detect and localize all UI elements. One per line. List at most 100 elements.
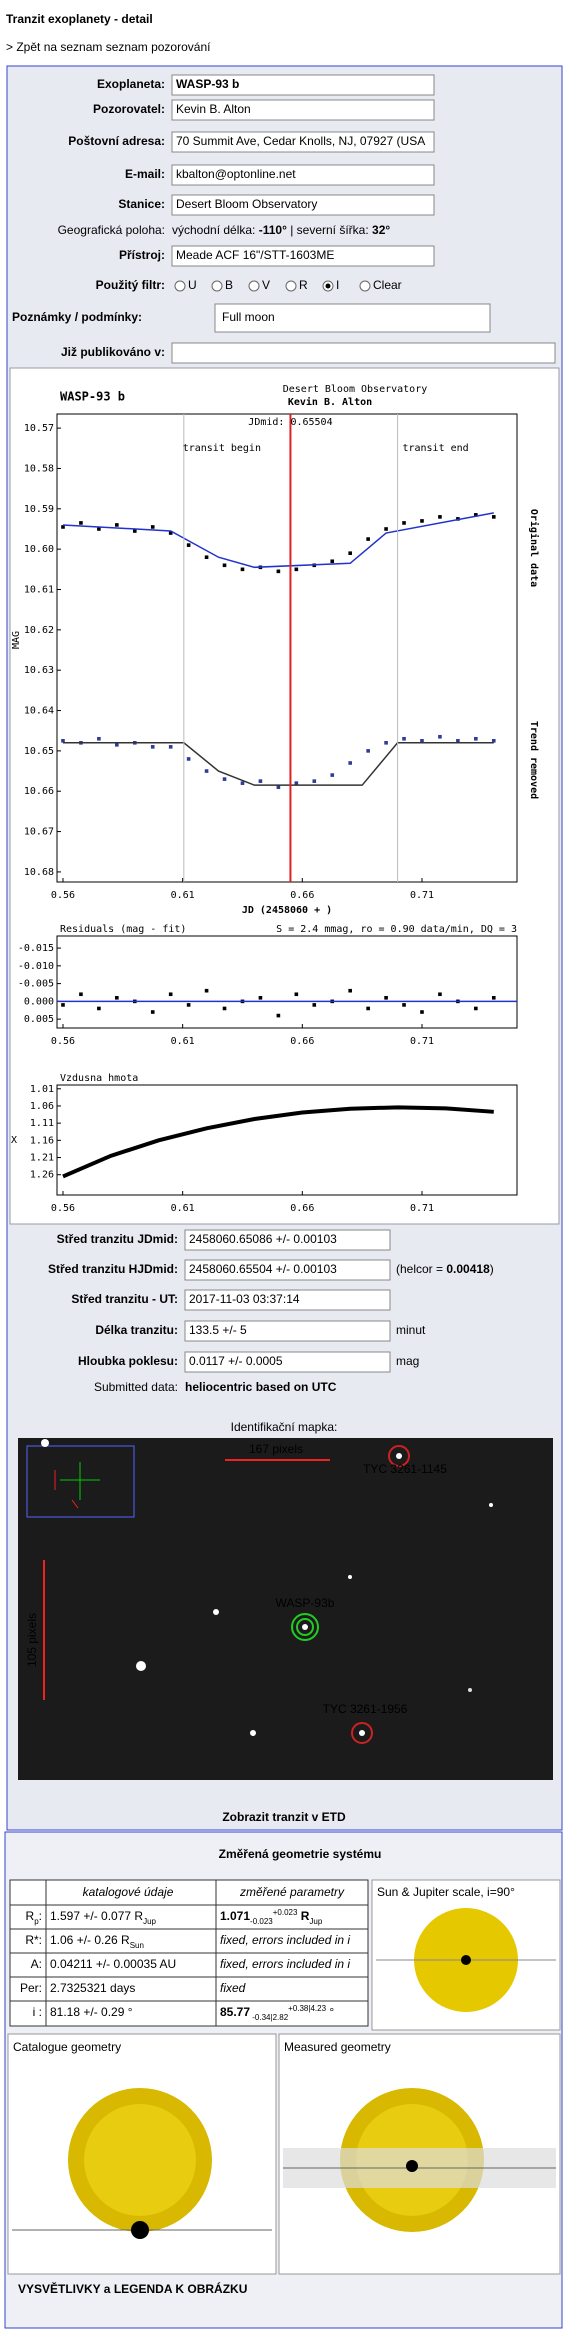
rich-text: A: bbox=[31, 1957, 42, 1971]
result-value: 2017-11-03 03:37:14 bbox=[189, 1292, 300, 1306]
star bbox=[468, 1688, 472, 1692]
radio-label: U bbox=[188, 278, 197, 292]
text-segment: 81.18 +/- 0.29 ° bbox=[50, 2005, 133, 2019]
legend-label: Original data bbox=[528, 509, 540, 587]
input-box[interactable] bbox=[171, 74, 435, 96]
data-point bbox=[438, 515, 442, 519]
input-box[interactable] bbox=[171, 131, 435, 153]
radio[interactable] bbox=[285, 280, 297, 292]
table-header: katalogové údaje bbox=[83, 1885, 174, 1899]
y-tick-label: -0.010 bbox=[18, 961, 54, 972]
model-line bbox=[62, 512, 494, 569]
radio[interactable] bbox=[359, 280, 371, 292]
radio[interactable] bbox=[211, 280, 223, 292]
result-value: 0.0117 +/- 0.0005 bbox=[189, 1354, 283, 1368]
y-tick-label: 10.60 bbox=[24, 544, 54, 555]
y-axis-label: MAG bbox=[11, 631, 22, 649]
x-tick-label: 0.66 bbox=[290, 1203, 314, 1214]
text-segment: p bbox=[34, 1917, 39, 1926]
data-point bbox=[132, 529, 137, 533]
data-point bbox=[366, 1006, 370, 1011]
y-tick-label: 10.63 bbox=[24, 665, 54, 676]
target-marker bbox=[296, 1618, 314, 1636]
legend-link[interactable]: VYSVĚTLIVKY a LEGENDA K OBRÁZKU bbox=[18, 2281, 247, 2296]
back-link[interactable]: > Zpět na seznam seznam pozorování bbox=[6, 40, 211, 54]
x-tick-label: 0.61 bbox=[171, 1036, 195, 1047]
input-box[interactable] bbox=[184, 1259, 391, 1281]
text-segment: východní délka: bbox=[172, 223, 259, 237]
etd-link[interactable]: Zobrazit tranzit v ETD bbox=[222, 1810, 346, 1824]
data-point bbox=[97, 527, 101, 531]
planet-dot bbox=[406, 2160, 418, 2172]
result-label: Střed tranzitu JDmid: bbox=[57, 1232, 178, 1246]
target-marker bbox=[291, 1613, 319, 1641]
star bbox=[213, 1609, 219, 1615]
input-box[interactable] bbox=[171, 164, 435, 186]
input-box[interactable] bbox=[171, 99, 435, 121]
data-point bbox=[474, 513, 478, 517]
section-title: Změřená geometrie systému bbox=[219, 1847, 382, 1861]
input-box[interactable] bbox=[184, 1229, 391, 1251]
text-segment: Jup bbox=[309, 1917, 322, 1926]
text-segment: -0.34|2.82 bbox=[250, 2013, 289, 2022]
star bbox=[396, 1453, 402, 1459]
x-tick-label: 0.61 bbox=[171, 890, 195, 901]
y-tick-label: 10.57 bbox=[24, 423, 54, 434]
x-tick-label: 0.56 bbox=[51, 890, 75, 901]
radio-label: I bbox=[336, 278, 339, 292]
x-axis-label: JD (2458060 + ) bbox=[242, 905, 332, 916]
data-point bbox=[222, 1006, 227, 1011]
field-value: 70 Summit Ave, Cedar Knolls, NJ, 07927 (… bbox=[176, 134, 425, 148]
rich-text: Per: bbox=[20, 1981, 42, 1995]
text-segment: R bbox=[297, 1909, 309, 1923]
y-tick-label: 10.67 bbox=[24, 827, 54, 838]
rich-text: 85.77 -0.34|2.82+0.38|4.23 ° bbox=[220, 2004, 334, 2022]
input-box[interactable] bbox=[171, 342, 556, 364]
data-point bbox=[348, 988, 352, 993]
data-point bbox=[97, 736, 101, 741]
radio[interactable] bbox=[248, 280, 260, 292]
data-point bbox=[348, 551, 352, 555]
data-point bbox=[222, 563, 227, 568]
data-point bbox=[420, 519, 424, 523]
data-point bbox=[276, 569, 281, 574]
input-box[interactable] bbox=[184, 1320, 391, 1342]
y-tick-label: -0.005 bbox=[18, 979, 54, 990]
text-segment: A: bbox=[31, 1957, 42, 1971]
input-box[interactable] bbox=[214, 303, 491, 333]
text-segment: 0.00418 bbox=[446, 1262, 490, 1276]
text-segment: fixed, errors included in i bbox=[220, 1957, 350, 1971]
finder-image bbox=[18, 1438, 553, 1780]
field-label: Poznámky / podmínky: bbox=[12, 310, 142, 324]
text-segment: Per: bbox=[20, 1981, 42, 1995]
field-label: E-mail: bbox=[125, 167, 165, 181]
input-box[interactable] bbox=[171, 245, 435, 267]
text-segment: ) bbox=[490, 1262, 494, 1276]
scale-label: 167 pixels bbox=[249, 1442, 303, 1456]
rich-text: 1.071-0.023+0.023 RJup bbox=[220, 1908, 323, 1926]
data-point bbox=[61, 525, 65, 529]
star bbox=[136, 1661, 146, 1671]
data-point bbox=[366, 749, 370, 753]
data-point bbox=[240, 781, 245, 785]
y-tick-label: 1.06 bbox=[30, 1101, 54, 1112]
y-axis-label: X bbox=[11, 1135, 17, 1146]
y-tick-label: 1.01 bbox=[30, 1084, 54, 1095]
data-point bbox=[276, 1013, 281, 1018]
input-box[interactable] bbox=[184, 1351, 391, 1373]
data-point bbox=[402, 1003, 406, 1007]
transit-limit-label: transit end bbox=[402, 443, 468, 454]
field-value: Kevin B. Alton bbox=[176, 102, 251, 116]
input-box[interactable] bbox=[184, 1289, 391, 1311]
box-title: Measured geometry bbox=[284, 2040, 391, 2054]
data-point bbox=[150, 745, 155, 749]
field-label: Již publikováno v: bbox=[61, 345, 165, 359]
y-tick-label: 10.61 bbox=[24, 585, 54, 596]
text-segment: | severní šířka: bbox=[287, 223, 372, 237]
data-point bbox=[438, 734, 442, 739]
input-box[interactable] bbox=[171, 194, 435, 216]
rich-text: 2.7325321 days bbox=[50, 1981, 135, 1995]
rich-text: 1.597 +/- 0.077 RJup bbox=[50, 1909, 157, 1925]
radio[interactable] bbox=[174, 280, 186, 292]
text-segment: i : bbox=[33, 2005, 42, 2019]
